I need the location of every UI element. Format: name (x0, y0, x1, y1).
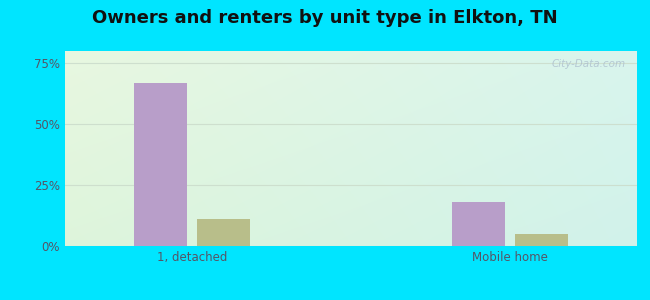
Bar (134, 83, 187, 246)
Bar (198, 219, 250, 246)
Bar (452, 202, 504, 246)
Text: City-Data.com: City-Data.com (551, 59, 625, 69)
Text: Owners and renters by unit type in Elkton, TN: Owners and renters by unit type in Elkto… (92, 9, 558, 27)
Bar (515, 234, 568, 246)
